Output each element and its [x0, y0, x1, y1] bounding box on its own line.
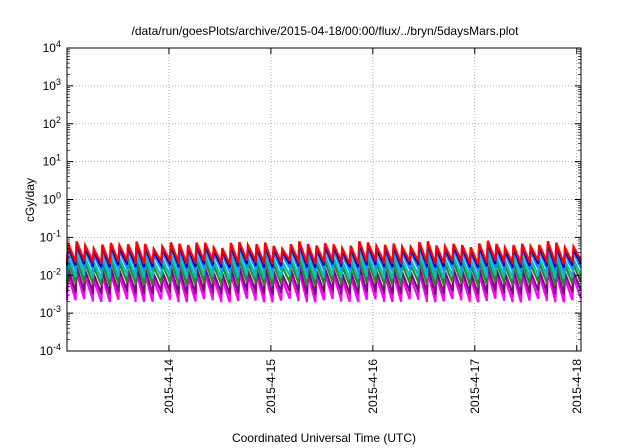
x-tick-label: 2015-4-15: [264, 359, 278, 414]
series-group: [65, 240, 583, 303]
x-tick-label: 2015-4-14: [162, 359, 176, 414]
x-axis: 2015-4-14 2015-4-15 2015-4-16 2015-4-17 2015…: [162, 48, 584, 414]
series-line: [65, 243, 582, 269]
series-line: [65, 258, 583, 287]
y-tick-label: 10-3: [40, 304, 61, 320]
series-line: [65, 240, 582, 266]
chart-title: /data/run/goesPlots/archive/2015-04-18/0…: [132, 24, 520, 38]
grid: [67, 47, 581, 352]
y-tick-label: 104: [43, 39, 61, 55]
x-axis-label: Coordinated Universal Time (UTC): [232, 431, 416, 445]
series-line: [65, 246, 582, 273]
y-axis: 104 103 102 101 100 10-1 10-2 10-3 10-4: [40, 39, 581, 358]
y-tick-label: 100: [43, 191, 61, 207]
x-tick-label: 2015-4-17: [468, 359, 482, 414]
series-line: [65, 253, 582, 280]
y-tick-label: 10-2: [40, 266, 61, 282]
y-tick-label: 103: [43, 77, 61, 93]
series-line: [65, 265, 583, 295]
series-line: [65, 271, 583, 303]
x-tick-label: 2015-4-18: [570, 359, 584, 414]
y-tick-label: 10-1: [40, 228, 61, 244]
y-tick-label: 102: [43, 115, 61, 131]
plot-frame: [66, 47, 582, 352]
y-tick-label: 10-4: [40, 342, 61, 358]
y-tick-label: 101: [43, 153, 61, 169]
x-tick-label: 2015-4-16: [366, 359, 380, 414]
y-axis-label: cGy/day: [23, 178, 37, 222]
